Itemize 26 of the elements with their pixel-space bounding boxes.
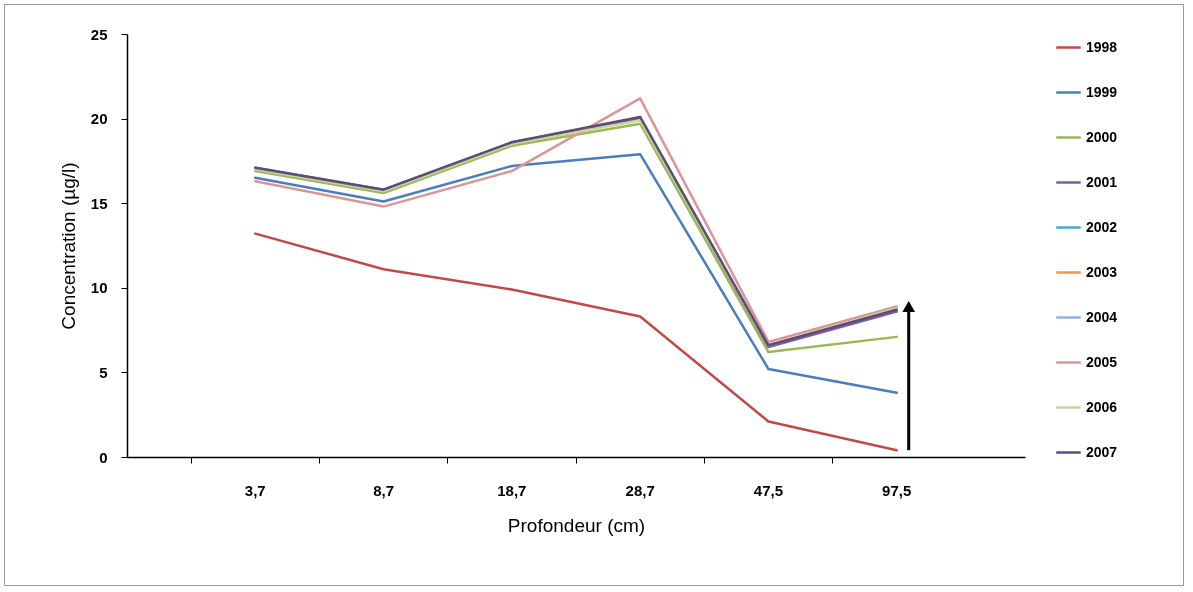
- y-tick-label: 10: [90, 279, 108, 297]
- legend-label: 2007: [1086, 443, 1118, 460]
- x-tick-label: 97,5: [882, 481, 912, 499]
- x-axis-title: Profondeur (cm): [507, 514, 646, 536]
- y-tick-label: 5: [99, 363, 108, 381]
- legend-label: 1998: [1086, 38, 1118, 55]
- y-tick-label: 0: [99, 448, 108, 466]
- x-tick-label: 3,7: [244, 481, 266, 499]
- x-tick-label: 18,7: [497, 481, 527, 499]
- legend-label: 2000: [1086, 128, 1118, 145]
- legend-label: 2005: [1086, 353, 1118, 370]
- legend-label: 2003: [1086, 263, 1118, 280]
- legend-label: 2002: [1086, 218, 1118, 235]
- y-tick-label: 20: [90, 110, 108, 128]
- legend-label: 2004: [1086, 308, 1118, 325]
- y-tick-label: 15: [90, 194, 108, 212]
- legend-label: 2001: [1086, 173, 1118, 190]
- y-axis-title: Concentration (µg/l): [57, 162, 79, 330]
- x-tick-label: 28,7: [625, 481, 655, 499]
- line-series: [254, 232, 898, 452]
- y-tick-label: 25: [90, 25, 108, 43]
- legend-label: 2006: [1086, 398, 1118, 415]
- x-tick-label: 8,7: [373, 481, 394, 499]
- x-tick-label: 47,5: [753, 481, 784, 499]
- line-series: [254, 152, 898, 394]
- legend-label: 1999: [1086, 83, 1118, 100]
